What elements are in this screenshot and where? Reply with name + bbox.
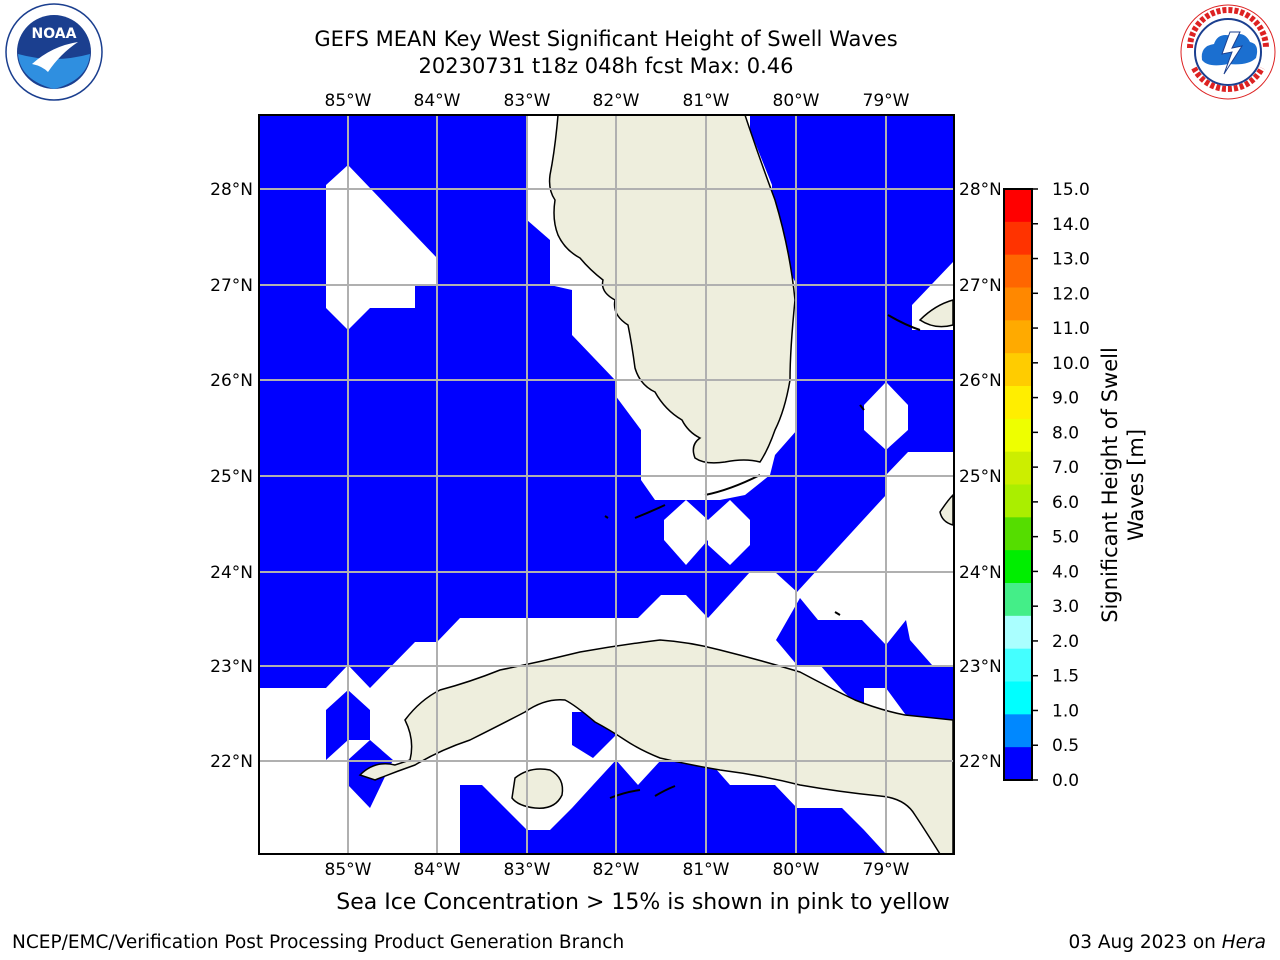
lat-labels-left: 28°N 27°N 26°N 25°N 24°N 23°N 22°N bbox=[210, 180, 253, 772]
lat-label: 23°N bbox=[210, 657, 253, 677]
colorbar-segment bbox=[1004, 648, 1032, 682]
lon-label: 85°W bbox=[325, 860, 372, 880]
lon-label: 85°W bbox=[325, 91, 372, 111]
lat-label: 25°N bbox=[210, 467, 253, 487]
colorbar-tick-label: 14.0 bbox=[1052, 215, 1090, 235]
colorbar-ticks: 15.0 14.0 13.0 12.0 11.0 10.0 9.0 8.0 7.0 6.0 5.0 4… bbox=[1032, 180, 1090, 791]
colorbar-segment bbox=[1004, 451, 1032, 485]
colorbar-segment bbox=[1004, 418, 1032, 453]
colorbar-label-line2: Waves [m] bbox=[1124, 429, 1148, 541]
lon-labels-top: 85°W 84°W 83°W 82°W 81°W 80°W 79°W bbox=[325, 91, 910, 111]
colorbar-segments bbox=[1004, 189, 1032, 781]
noaa-logo-text: NOAA bbox=[32, 26, 77, 42]
colorbar-frame bbox=[1003, 188, 1033, 781]
florida-keys bbox=[604, 314, 921, 799]
lat-label: 23°N bbox=[959, 657, 1000, 677]
colorbar-tick-label: 6.0 bbox=[1052, 493, 1079, 513]
lon-label: 81°W bbox=[683, 91, 730, 111]
colorbar-tick-label: 8.0 bbox=[1052, 423, 1079, 443]
colorbar-tick-label: 2.0 bbox=[1052, 632, 1079, 652]
lat-label: 27°N bbox=[210, 276, 253, 296]
colorbar-tick-label: 10.0 bbox=[1052, 354, 1090, 374]
lat-label: 28°N bbox=[959, 180, 1000, 200]
colorbar-segment bbox=[1004, 254, 1032, 288]
colorbar-tick-label: 3.0 bbox=[1052, 597, 1079, 617]
lon-label: 84°W bbox=[414, 91, 461, 111]
isle-of-youth bbox=[511, 768, 564, 809]
chart-title: GEFS MEAN Key West Significant Height of… bbox=[314, 27, 898, 51]
lat-label: 28°N bbox=[210, 180, 253, 200]
colorbar-label-line1: Significant Height of Swell bbox=[1098, 347, 1122, 623]
lon-label: 83°W bbox=[504, 860, 551, 880]
lat-label: 27°N bbox=[959, 276, 1000, 296]
colorbar-segment bbox=[1004, 353, 1032, 387]
colorbar-segment bbox=[1004, 386, 1032, 420]
chart-subtitle: 20230731 t18z 048h fcst Max: 0.46 bbox=[418, 54, 794, 78]
lon-labels-bottom: 85°W 84°W 83°W 82°W 81°W 80°W 79°W bbox=[325, 860, 910, 880]
map-frame bbox=[258, 114, 955, 855]
ocean-patches bbox=[326, 690, 886, 854]
colorbar-segment bbox=[1004, 747, 1032, 781]
run-date: 03 Aug 2023 on Hera bbox=[1068, 932, 1266, 953]
colorbar-tick-label: 12.0 bbox=[1052, 284, 1090, 304]
lon-label: 82°W bbox=[593, 91, 640, 111]
cuba-landmass bbox=[358, 639, 954, 854]
run-host: Hera bbox=[1221, 932, 1266, 953]
colorbar-tick-label: 4.0 bbox=[1052, 562, 1079, 582]
colorbar-segment bbox=[1004, 615, 1032, 650]
colorbar-segment bbox=[1004, 189, 1032, 223]
colorbar-tick-label: 15.0 bbox=[1052, 180, 1090, 200]
lat-label: 22°N bbox=[210, 752, 253, 772]
colorbar-tick-label: 0.0 bbox=[1052, 771, 1079, 791]
colorbar-segment bbox=[1004, 550, 1032, 584]
lon-label: 81°W bbox=[683, 860, 730, 880]
lat-labels-right: 28°N 27°N 26°N 25°N 24°N 23°N 22°N bbox=[959, 180, 1000, 772]
colorbar-segment bbox=[1004, 517, 1032, 551]
lon-label: 79°W bbox=[863, 91, 910, 111]
lon-label: 79°W bbox=[863, 860, 910, 880]
lat-label: 24°N bbox=[959, 563, 1000, 583]
colorbar-segment bbox=[1004, 287, 1032, 321]
colorbar-tick-label: 11.0 bbox=[1052, 319, 1090, 339]
colorbar-segment bbox=[1004, 583, 1032, 617]
colorbar-segment bbox=[1004, 221, 1032, 256]
lat-label: 25°N bbox=[959, 467, 1000, 487]
colorbar-tick-label: 9.0 bbox=[1052, 389, 1079, 409]
lat-label: 26°N bbox=[959, 371, 1000, 391]
map-figure: 85°W 84°W 83°W 82°W 81°W 80°W 79°W 85°W … bbox=[210, 91, 1000, 880]
run-date-text: 03 Aug 2023 on bbox=[1068, 932, 1222, 953]
lon-label: 80°W bbox=[773, 860, 820, 880]
colorbar-segment bbox=[1004, 681, 1032, 715]
florida-landmass bbox=[548, 115, 796, 464]
lat-label: 24°N bbox=[210, 563, 253, 583]
lon-label: 84°W bbox=[414, 860, 461, 880]
lon-label: 83°W bbox=[504, 91, 551, 111]
colorbar: 15.0 14.0 13.0 12.0 11.0 10.0 9.0 8.0 7.0 6.0 5.0 4… bbox=[1003, 180, 1148, 791]
colorbar-tick-label: 7.0 bbox=[1052, 458, 1079, 478]
lon-label: 82°W bbox=[593, 860, 640, 880]
colorbar-tick-label: 13.0 bbox=[1052, 250, 1090, 270]
colorbar-tick-label: 5.0 bbox=[1052, 528, 1079, 548]
colorbar-segment bbox=[1004, 484, 1032, 518]
noaa-logo: NOAA bbox=[5, 3, 103, 101]
graticule bbox=[259, 115, 954, 854]
lat-label: 26°N bbox=[210, 371, 253, 391]
colorbar-segment bbox=[1004, 714, 1032, 748]
nws-logo bbox=[1180, 4, 1276, 100]
sea-ice-note: Sea Ice Concentration > 15% is shown in … bbox=[336, 890, 950, 915]
lat-label: 22°N bbox=[959, 752, 1000, 772]
colorbar-tick-label: 0.5 bbox=[1052, 736, 1079, 756]
colorbar-segment bbox=[1004, 320, 1032, 354]
colorbar-tick-label: 1.0 bbox=[1052, 701, 1079, 721]
colorbar-tick-label: 1.5 bbox=[1052, 667, 1079, 687]
producer-credit: NCEP/EMC/Verification Post Processing Pr… bbox=[12, 932, 625, 953]
lon-label: 80°W bbox=[773, 91, 820, 111]
